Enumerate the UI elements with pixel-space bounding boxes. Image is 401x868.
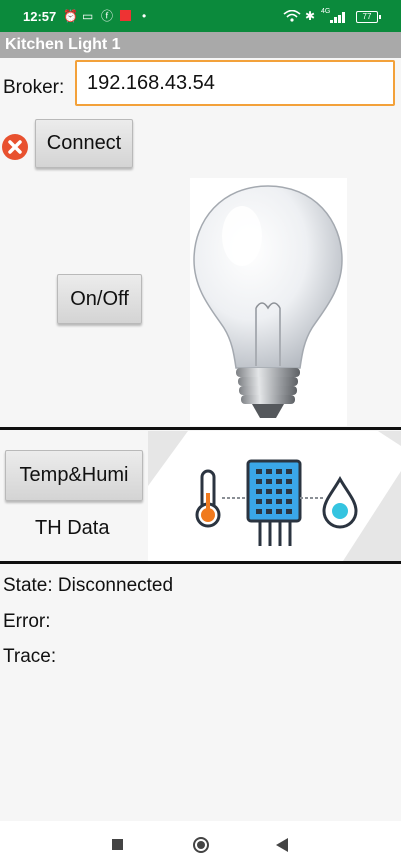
error-label: Error: — [3, 611, 51, 632]
connect-button[interactable]: Connect — [35, 119, 133, 168]
th-data-label: TH Data — [35, 517, 110, 539]
divider-bottom — [0, 561, 401, 564]
title-bar: Kitchen Light 1 — [0, 32, 401, 58]
alarm-icon: ⏰ — [63, 9, 78, 23]
temp-humi-button[interactable]: Temp&Humi — [5, 450, 143, 501]
broker-input[interactable] — [75, 60, 395, 106]
dht-sensor-icon — [246, 459, 302, 546]
navigation-bar — [0, 821, 401, 868]
facebook-icon: ⓕ — [101, 9, 114, 23]
trace-label: Trace: — [3, 646, 57, 667]
home-icon[interactable] — [193, 837, 209, 853]
sensor-image — [148, 431, 401, 561]
calendar-icon: ▭ — [82, 9, 94, 23]
wifi-icon — [283, 10, 301, 22]
disconnected-icon — [2, 134, 28, 160]
recents-icon[interactable] — [112, 839, 123, 850]
water-drop-icon — [322, 475, 358, 529]
battery-icon: 77 — [356, 11, 381, 23]
notification-icon — [120, 10, 131, 21]
bluetooth-icon: ✱ — [305, 9, 316, 23]
thermometer-icon — [195, 469, 221, 528]
divider-top — [0, 427, 401, 430]
status-bar: 12:57 ⏰ ▭ ⓕ • ✱ 4G 77 — [0, 0, 401, 32]
signal-icon — [330, 12, 345, 23]
app-title: Kitchen Light 1 — [5, 36, 121, 53]
broker-label: Broker: — [3, 77, 65, 98]
status-time: 12:57 — [23, 9, 57, 24]
back-icon[interactable] — [276, 838, 288, 852]
state-label: State: Disconnected — [3, 575, 174, 596]
dot-icon: • — [142, 9, 147, 23]
network-type: 4G — [321, 8, 331, 15]
light-bulb-image — [190, 178, 347, 426]
onoff-button[interactable]: On/Off — [57, 274, 142, 324]
